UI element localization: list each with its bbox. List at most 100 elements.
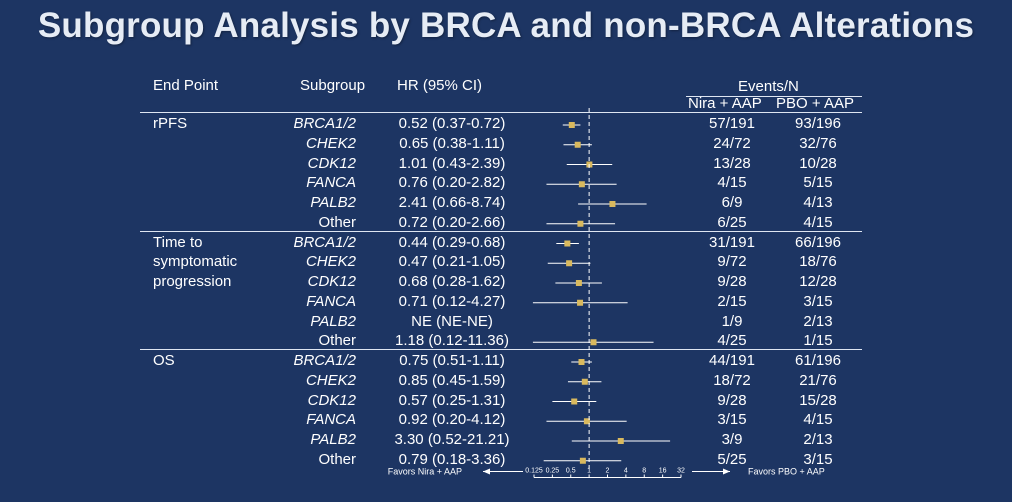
subgroup-label: BRCA1/2 <box>293 352 356 369</box>
subgroup-label: CDK12 <box>307 391 356 409</box>
hr-ci-text: 0.85 (0.45-1.59) <box>398 371 506 389</box>
events-nira: 24/72 <box>713 134 751 152</box>
hr-point <box>578 181 585 188</box>
x-tick-label: 2 <box>606 468 610 475</box>
hr-ci-text: 0.71 (0.12-4.27) <box>398 292 506 310</box>
x-tick-label: 16 <box>659 468 667 475</box>
events-pbo: 5/15 <box>803 174 833 192</box>
events-pbo: 4/13 <box>803 194 833 211</box>
hr-point <box>579 457 586 464</box>
events-pbo: 12/28 <box>799 273 837 290</box>
events-nira: 9/28 <box>717 273 747 290</box>
subgroup-label: BRCA1/2 <box>293 233 356 251</box>
hr-point <box>581 378 588 385</box>
events-nira: 3/9 <box>721 431 743 448</box>
hr-point <box>578 359 585 365</box>
events-nira: 6/9 <box>721 194 743 211</box>
subgroup-label: FANCA <box>306 174 356 192</box>
x-tick-label: 4 <box>624 468 628 475</box>
favors-right-label: Favors PBO + AAP <box>748 467 825 477</box>
x-tick-label: 1 <box>587 468 591 475</box>
hr-point <box>564 240 571 247</box>
subgroup-label: PALB2 <box>310 312 356 330</box>
subgroup-label: CDK12 <box>307 154 356 172</box>
hr-ci-text: 0.72 (0.20-2.66) <box>398 213 506 231</box>
x-tick-label: 0.5 <box>566 468 576 475</box>
events-pbo: 32/76 <box>799 134 837 152</box>
events-pbo: 1/15 <box>803 332 833 350</box>
header-endpoint: End Point <box>153 77 219 94</box>
hr-point <box>575 280 582 286</box>
events-nira: 4/25 <box>717 332 747 350</box>
endpoint-label: symptomatic <box>153 253 238 270</box>
events-nira: 57/191 <box>709 115 755 132</box>
endpoint-label: OS <box>153 352 175 369</box>
events-header-rule <box>686 96 862 97</box>
hr-point <box>568 122 575 128</box>
favors-left-arrowhead <box>483 468 490 475</box>
events-nira: 9/28 <box>717 391 747 409</box>
events-nira: 44/191 <box>709 352 755 369</box>
events-pbo: 4/15 <box>803 411 833 429</box>
events-nira: 2/15 <box>717 292 747 310</box>
events-pbo: 66/196 <box>795 233 841 251</box>
hr-ci-text: 0.92 (0.20-4.12) <box>398 411 506 429</box>
subgroup-label: Other <box>318 332 356 350</box>
x-tick-label: 0.125 <box>525 468 543 475</box>
hr-point <box>577 299 584 306</box>
hr-point <box>583 418 590 425</box>
endpoint-label: progression <box>153 272 232 290</box>
events-pbo: 15/28 <box>799 391 837 409</box>
subgroup-label: CDK12 <box>307 273 356 290</box>
subgroup-label: PALB2 <box>310 194 356 211</box>
hr-point <box>577 220 584 227</box>
events-pbo: 61/196 <box>795 352 841 369</box>
hr-ci-text: 0.79 (0.18-3.36) <box>398 450 506 468</box>
events-pbo: 10/28 <box>799 154 837 172</box>
events-nira: 4/15 <box>717 174 747 192</box>
favors-left-label: Favors Nira + AAP <box>388 467 462 477</box>
events-nira: 3/15 <box>717 411 747 429</box>
subgroup-label: PALB2 <box>310 431 356 448</box>
subgroup-label: CHEK2 <box>305 253 356 271</box>
x-tick-label: 32 <box>677 468 685 475</box>
events-pbo: 3/15 <box>803 292 833 310</box>
events-nira: 9/72 <box>717 253 747 271</box>
hr-point <box>617 438 624 444</box>
header-events: Events/N <box>738 78 799 95</box>
hr-ci-text: 0.57 (0.25-1.31) <box>398 391 506 409</box>
hr-point <box>609 201 616 207</box>
endpoint-label: rPFS <box>153 115 188 132</box>
header-subgroup: Subgroup <box>300 77 366 94</box>
events-nira: 6/25 <box>717 213 747 231</box>
section-rule <box>140 230 862 232</box>
header-nira: Nira + AAP <box>688 95 762 112</box>
section-rule <box>140 349 862 350</box>
hr-point <box>566 260 573 267</box>
hr-point <box>590 339 597 346</box>
hr-ci-text: 3.30 (0.52-21.21) <box>394 431 510 448</box>
hr-point <box>571 398 578 405</box>
events-pbo: 3/15 <box>803 450 833 468</box>
subgroup-label: CHEK2 <box>305 134 356 152</box>
hr-ci-text: 1.18 (0.12-11.36) <box>395 332 509 350</box>
events-pbo: 2/13 <box>803 431 833 448</box>
events-pbo: 2/13 <box>803 312 833 330</box>
hr-ci-text: 0.47 (0.21-1.05) <box>398 253 506 271</box>
page-title: Subgroup Analysis by BRCA and non-BRCA A… <box>37 6 975 45</box>
events-nira: 1/9 <box>721 312 743 330</box>
hr-ci-text: 1.01 (0.43-2.39) <box>398 154 506 172</box>
favors-right-arrowhead <box>723 468 730 475</box>
hr-ci-text: 0.68 (0.28-1.62) <box>398 273 506 290</box>
hr-ci-text: 0.52 (0.37-0.72) <box>398 115 506 132</box>
endpoint-label: Time to <box>153 233 203 251</box>
hr-ci-text: 0.65 (0.38-1.11) <box>399 134 505 152</box>
events-nira: 5/25 <box>717 450 747 468</box>
subgroup-label: FANCA <box>306 411 356 429</box>
events-nira: 18/72 <box>713 371 751 389</box>
subgroup-label: FANCA <box>306 292 356 310</box>
subgroup-label: BRCA1/2 <box>293 115 356 132</box>
events-pbo: 21/76 <box>799 371 837 389</box>
hr-ci-text: NE (NE-NE) <box>411 312 493 330</box>
